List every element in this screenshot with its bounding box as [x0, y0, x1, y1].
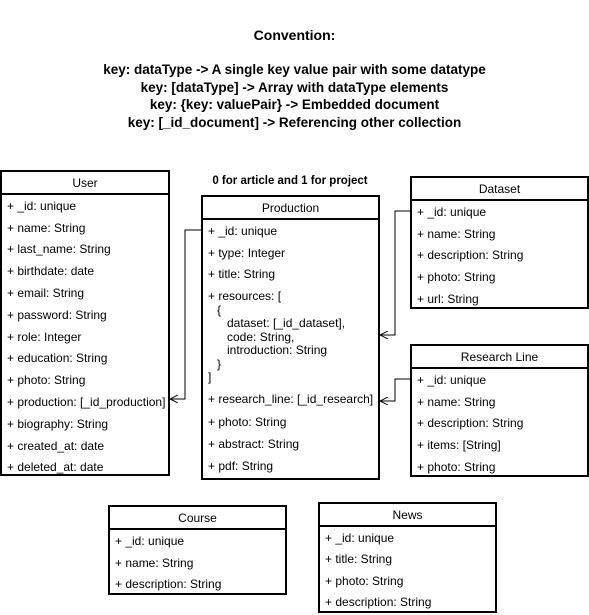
entity-field: + birthdate: date	[7, 264, 95, 279]
production-type-note: 0 for article and 1 for project	[212, 175, 368, 187]
resources-open: + resources: [	[208, 289, 282, 304]
entity-fields: + _id: unique + name: String + descripti…	[412, 369, 587, 478]
resources-field: + resources: [ { dataset: [_id_dataset],…	[203, 285, 378, 387]
entity-field: + _id: unique	[7, 198, 77, 213]
entity-field: + research_line: [_id_research]	[208, 392, 374, 407]
entity-news: News + _id: unique + title: String + pho…	[318, 502, 497, 613]
entity-title: Course	[110, 507, 285, 530]
entity-field: + deleted_at: date	[7, 460, 104, 475]
convention-line: key: [dataType] -> Array with dataType e…	[140, 79, 449, 95]
convention-line: key: {key: valuePair} -> Embedded docume…	[149, 97, 440, 112]
entity-title: Production	[203, 197, 378, 220]
convention-title: Convention:	[253, 27, 336, 43]
entity-field: + photo: String	[325, 573, 404, 588]
entity-field: + biography: String	[7, 416, 109, 431]
entity-field: + education: String	[7, 351, 108, 366]
entity-field: + _id: unique	[208, 223, 278, 238]
entity-field: + photo: String	[417, 270, 496, 285]
resources-item: dataset: [_id_dataset],	[227, 316, 346, 331]
entity-title: User	[2, 172, 168, 195]
entity-field: + production: [_id_production]	[7, 395, 166, 410]
entity-field: + photo: String	[417, 460, 496, 475]
entity-field: + title: String	[325, 552, 393, 567]
entity-fields: + _id: unique + name: String + descripti…	[412, 201, 587, 310]
convention-line: key: [_id_document] -> Referencing other…	[127, 114, 462, 130]
entity-field: + _id: unique	[417, 372, 487, 387]
entity-dataset: Dataset + _id: unique + name: String + d…	[410, 176, 589, 309]
entity-field: + _id: unique	[325, 530, 395, 545]
entity-fields: + _id: unique + type: Integer + title: S…	[203, 220, 378, 477]
entity-field: + email: String	[7, 286, 85, 301]
entity-title: Dataset	[412, 178, 587, 201]
resources-item: code: String,	[227, 329, 295, 344]
entity-field: + description: String	[115, 577, 222, 592]
entity-user: User + _id: unique + name: String + last…	[0, 170, 170, 476]
dataset-to-production-connector	[381, 210, 410, 335]
convention-line: key: dataType -> A single key value pair…	[103, 62, 486, 77]
entity-field: + title: String	[208, 267, 276, 282]
entity-field: + photo: String	[208, 415, 287, 430]
entity-fields: + _id: unique + title: String + photo: S…	[320, 527, 495, 613]
entity-field: + name: String	[417, 226, 496, 241]
entity-field: + url: String	[417, 292, 479, 307]
production-to-user-connector	[171, 229, 201, 399]
entity-fields: + _id: unique + name: String + descripti…	[110, 530, 285, 595]
entity-field: + role: Integer	[7, 329, 82, 344]
entity-field: + description: String	[417, 248, 524, 263]
entity-field: + description: String	[417, 416, 524, 431]
entity-field: + name: String	[115, 555, 194, 570]
entity-title: News	[320, 504, 495, 527]
convention-list: key: dataType -> A single key value pair…	[0, 61, 589, 131]
entity-production: Production + _id: unique + type: Integer…	[201, 195, 380, 480]
entity-course: Course + _id: unique + name: String + de…	[108, 505, 287, 595]
entity-research-line: Research Line + _id: unique + name: Stri…	[410, 344, 589, 477]
entity-field: + type: Integer	[208, 245, 286, 260]
entity-field: + last_name: String	[7, 242, 111, 257]
entity-field: + _id: unique	[417, 204, 487, 219]
entity-field: + description: String	[325, 595, 432, 610]
entity-field: + created_at: date	[7, 438, 105, 453]
resources-item: introduction: String	[227, 343, 328, 358]
entity-field: + name: String	[7, 220, 86, 235]
entity-field: + _id: unique	[115, 533, 185, 548]
entity-field: + abstract: String	[208, 437, 300, 452]
entity-field: + pdf: String	[208, 459, 274, 474]
entity-title: Research Line	[412, 346, 587, 369]
entity-fields: + _id: unique + name: String + last_name…	[2, 195, 168, 478]
resources-brace-open: {	[217, 302, 222, 317]
entity-field: + password: String	[7, 307, 107, 322]
entity-field: + photo: String	[7, 373, 86, 388]
resources-brace-close: }	[217, 356, 222, 371]
entity-field: + items: [String]	[417, 438, 501, 453]
entity-field: + name: String	[417, 394, 496, 409]
research-line-to-production-connector	[381, 378, 410, 401]
resources-close: ]	[208, 370, 212, 385]
